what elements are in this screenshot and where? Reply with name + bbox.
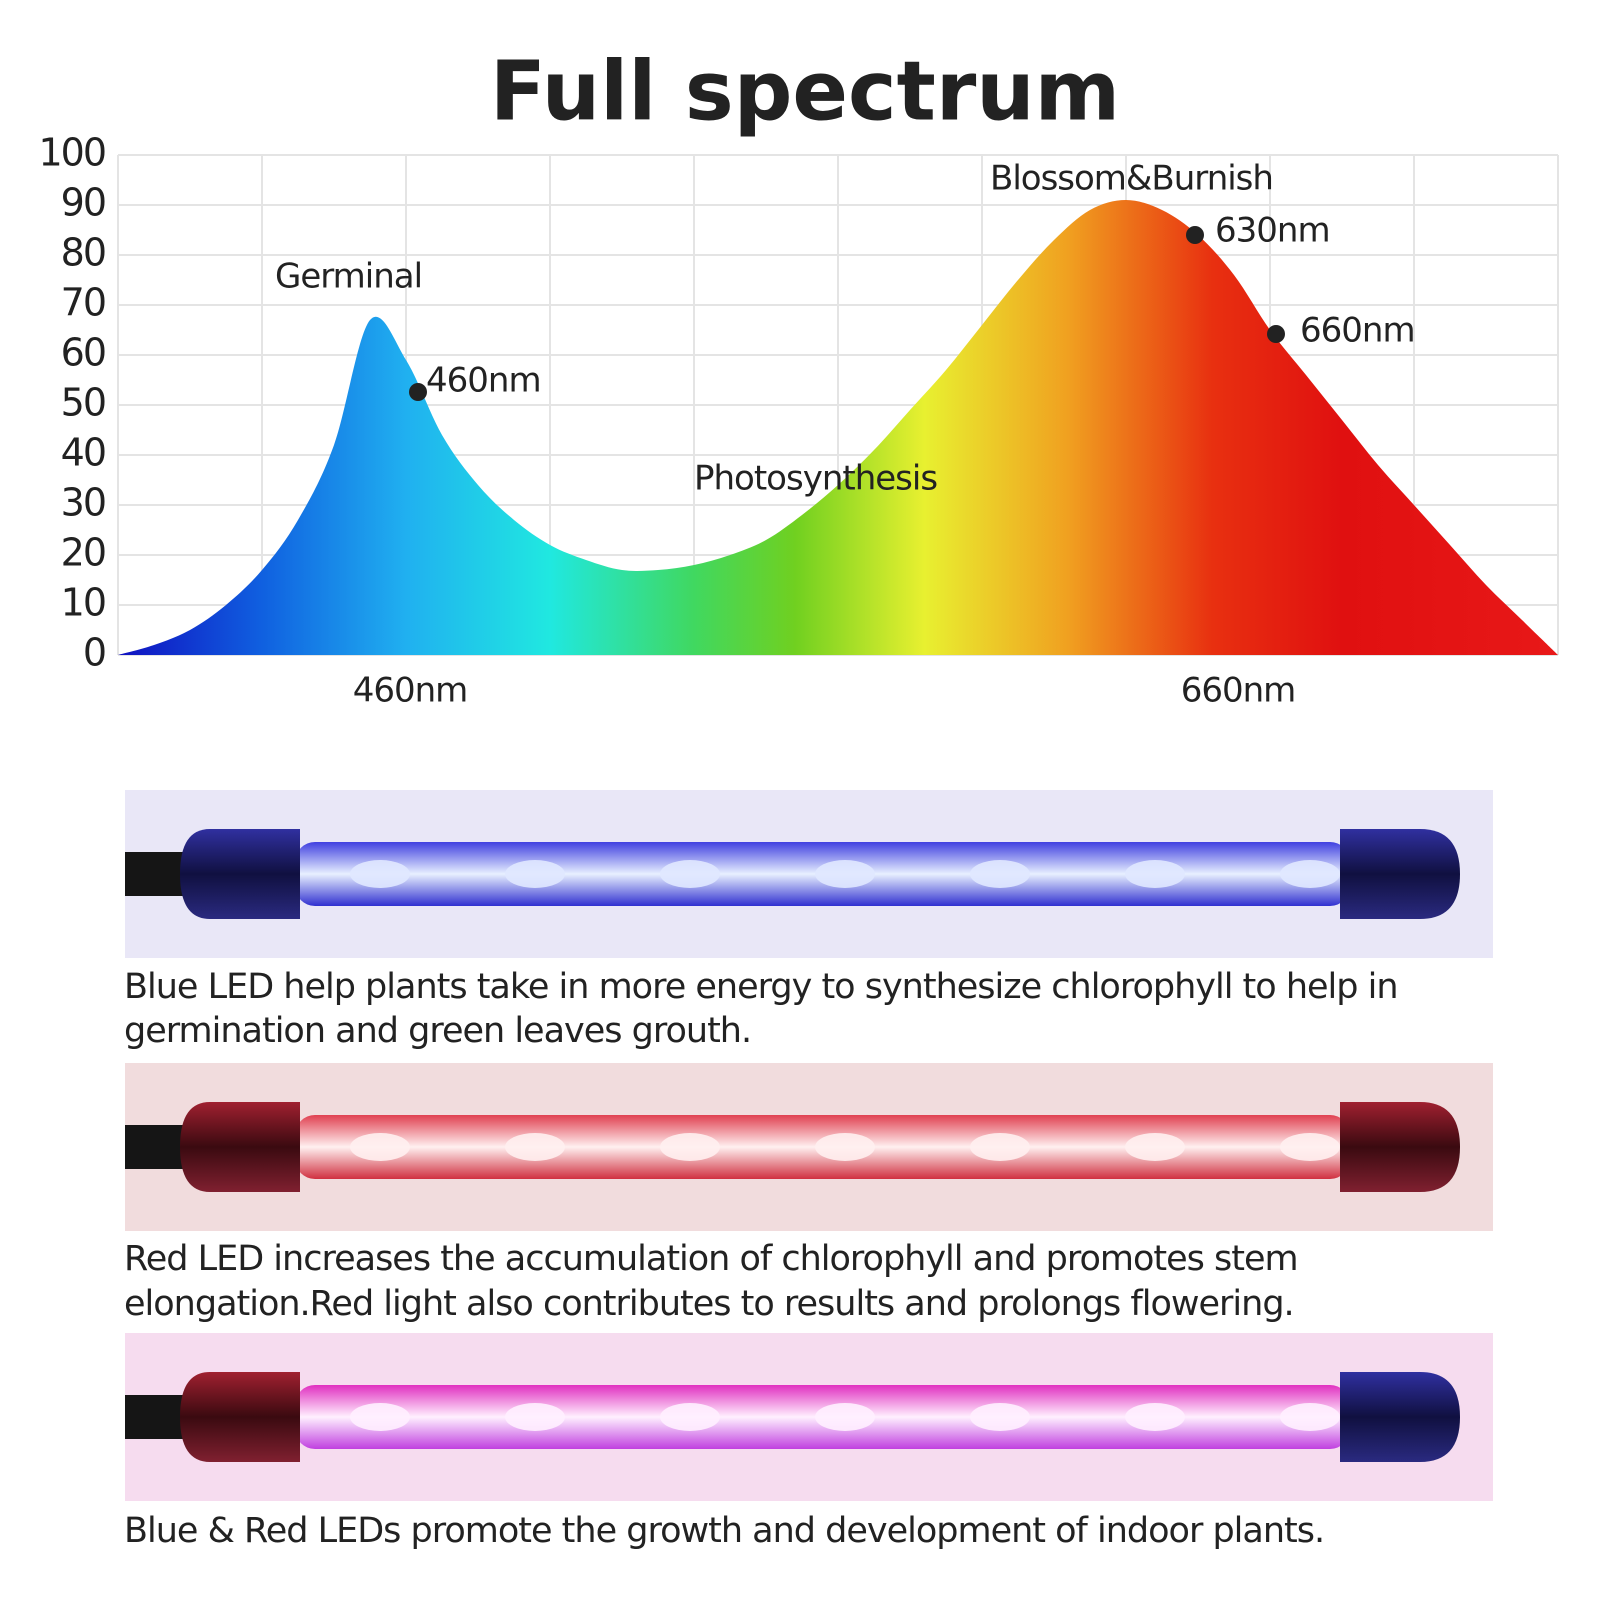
led-glow — [970, 860, 1030, 888]
annotation: Photosynthesis — [694, 459, 937, 499]
led-glow — [815, 1133, 875, 1161]
x-tick-label: 660nm — [1181, 671, 1296, 711]
led-glow — [1280, 1403, 1340, 1431]
y-tick-label: 80 — [61, 231, 105, 275]
led-glow — [660, 1403, 720, 1431]
end-cap-left — [180, 829, 300, 919]
annotation-dot — [1267, 325, 1285, 343]
led-glow — [350, 860, 410, 888]
led-glow — [660, 1133, 720, 1161]
annotation: 460nm — [426, 361, 541, 401]
led-glow — [815, 860, 875, 888]
end-cap-right — [1340, 1372, 1460, 1462]
y-tick-label: 10 — [61, 581, 105, 625]
annotation-dot — [1186, 226, 1204, 244]
y-tick-label: 90 — [61, 181, 105, 225]
y-tick-label: 0 — [83, 631, 105, 675]
led-glow — [505, 1133, 565, 1161]
led-glow — [1280, 860, 1340, 888]
annotation: Blossom&Burnish — [990, 159, 1273, 199]
led-glow — [970, 1133, 1030, 1161]
led-glow — [350, 1133, 410, 1161]
y-tick-label: 30 — [61, 481, 105, 525]
y-tick-label: 100 — [38, 131, 105, 175]
annotation: 630nm — [1215, 211, 1330, 251]
annotation: 660nm — [1300, 311, 1415, 351]
led-glow — [660, 860, 720, 888]
panel-caption: Blue & Red LEDs promote the growth and d… — [124, 1511, 1324, 1551]
led-glow — [1125, 860, 1185, 888]
x-tick-label: 460nm — [353, 671, 468, 711]
chart: 0 10 20 30 40 50 60 70 80 90 100 460nm 660nm Germinal… — [38, 131, 1559, 711]
panel-caption: Red LED increases the accumulation of ch… — [124, 1239, 1298, 1279]
led-glow — [350, 1403, 410, 1431]
y-tick-label: 40 — [61, 431, 105, 475]
y-tick-label: 60 — [61, 331, 105, 375]
end-cap-left — [180, 1102, 300, 1192]
panel-caption: germination and green leaves grouth. — [124, 1011, 751, 1051]
annotation-dot — [409, 383, 427, 401]
panel-caption: elongation.Red light also contributes to… — [124, 1284, 1294, 1324]
led-glow — [1125, 1133, 1185, 1161]
chart-title: Full spectrum — [490, 44, 1120, 139]
annotation: Germinal — [275, 257, 422, 297]
y-tick-label: 20 — [61, 531, 105, 575]
end-cap-left — [180, 1372, 300, 1462]
led-glow — [1125, 1403, 1185, 1431]
led-glow — [505, 860, 565, 888]
led-glow — [1280, 1133, 1340, 1161]
led-glow — [505, 1403, 565, 1431]
led-glow — [815, 1403, 875, 1431]
led-glow — [970, 1403, 1030, 1431]
y-tick-label: 70 — [61, 281, 105, 325]
end-cap-right — [1340, 829, 1460, 919]
end-cap-right — [1340, 1102, 1460, 1192]
panel-caption: Blue LED help plants take in more energy… — [124, 967, 1398, 1007]
y-tick-label: 50 — [61, 381, 105, 425]
panels: Blue LED help plants take in more energy… — [124, 790, 1493, 1551]
spectrum-area — [118, 200, 1558, 655]
